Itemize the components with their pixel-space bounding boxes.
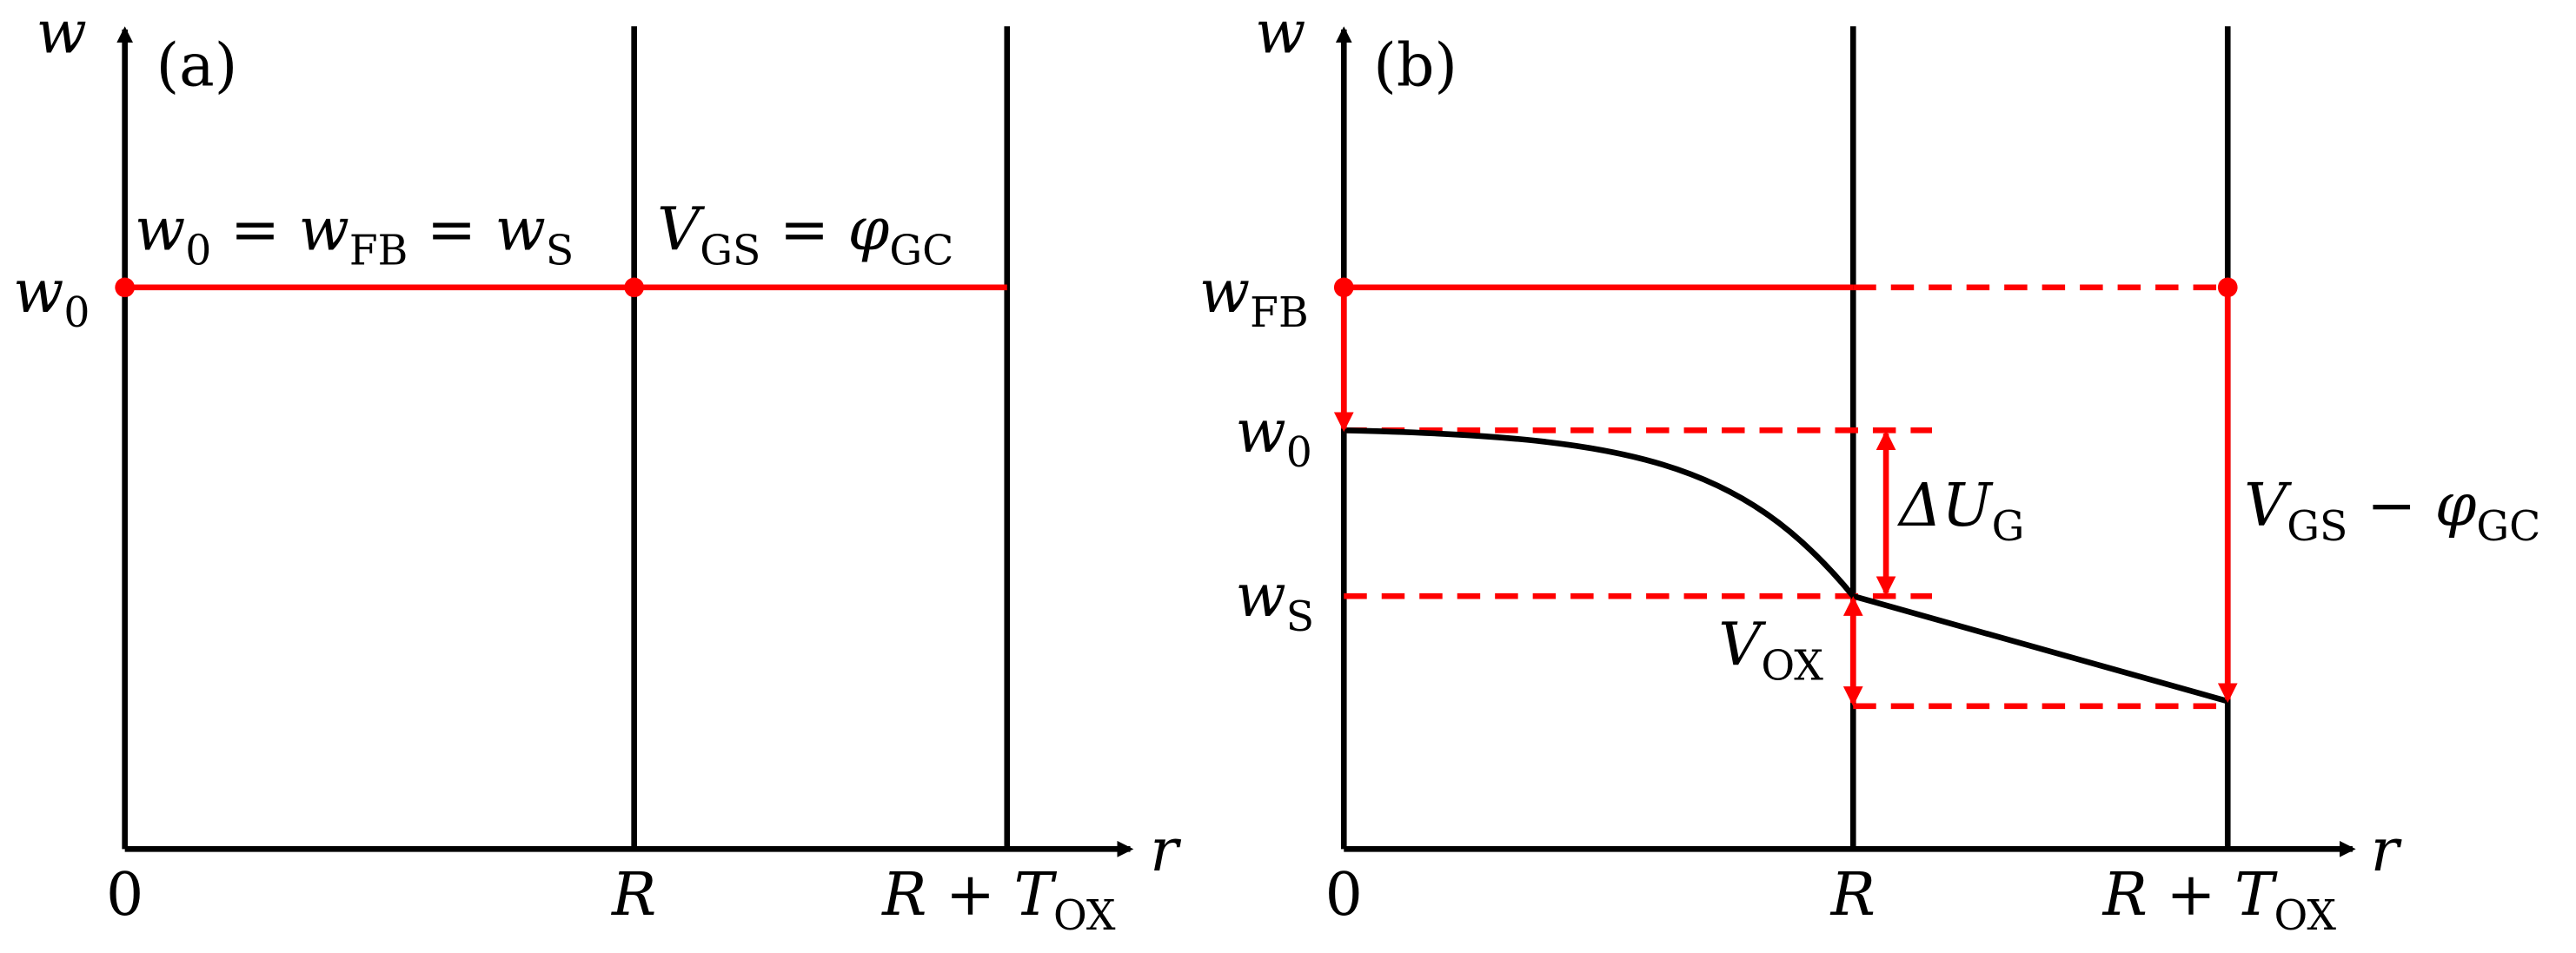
point xyxy=(624,277,644,298)
text: 0 xyxy=(1286,429,1312,477)
text: φ xyxy=(2435,472,2477,540)
level-label: wS xyxy=(1236,562,1315,641)
text: w xyxy=(495,195,546,264)
text: V xyxy=(1718,612,1766,680)
panel-b: w (b) r 0 R R + TOX wFB w0 wS ΔUG VOX VG… xyxy=(1199,0,2540,940)
level-label: wFB xyxy=(1199,258,1309,337)
text: G xyxy=(1992,503,2025,551)
text: φ xyxy=(848,195,890,264)
text: = xyxy=(211,195,298,264)
text: R xyxy=(880,861,926,930)
tick-label: 0 xyxy=(106,861,143,930)
x-axis-label: r xyxy=(1150,817,1181,885)
text: R xyxy=(2101,861,2148,930)
equation: w0 = wFB = wS xyxy=(135,195,574,275)
x-axis-label: r xyxy=(2371,817,2402,885)
text: + xyxy=(2148,861,2234,930)
text: FB xyxy=(349,227,408,275)
text: V xyxy=(657,195,705,264)
y-axis-label: w xyxy=(37,0,87,68)
panel-tag: (a) xyxy=(156,31,238,100)
level-label: w0 xyxy=(1236,398,1312,477)
text: OX xyxy=(2274,892,2337,940)
gate-label: VGS − φGC xyxy=(2244,472,2540,551)
text: = xyxy=(408,195,495,264)
text: − xyxy=(2347,472,2434,540)
y-axis-label: w xyxy=(1255,0,1305,68)
text: GS xyxy=(700,227,760,275)
tick-label: R xyxy=(1829,861,1876,930)
text: w xyxy=(13,258,63,327)
text: = xyxy=(760,195,847,264)
text: + xyxy=(926,861,1013,930)
text: OX xyxy=(1761,643,1823,691)
tick-label: R + TOX xyxy=(880,861,1116,940)
text: 0 xyxy=(63,289,90,337)
text: S xyxy=(546,227,574,275)
text: V xyxy=(2244,472,2292,540)
text: ΔU xyxy=(1896,472,1994,540)
level-label: w0 xyxy=(13,258,90,337)
text: GS xyxy=(2287,503,2347,551)
v-ox-label: VOX xyxy=(1718,612,1823,691)
text: w xyxy=(299,195,349,264)
panel-tag: (b) xyxy=(1373,31,1457,100)
text: FB xyxy=(1250,289,1309,337)
panel-a: w (a) r 0 R R + TOX w0 w0 = wFB = wS VGS… xyxy=(13,0,1181,940)
text: w xyxy=(1236,398,1286,467)
text: w xyxy=(1236,562,1286,631)
tick-label: R + TOX xyxy=(2101,861,2337,940)
text: S xyxy=(1286,593,1314,641)
delta-u-label: ΔUG xyxy=(1896,472,2024,551)
text: GC xyxy=(889,227,953,275)
text: OX xyxy=(1053,892,1116,940)
point xyxy=(2217,277,2238,298)
tick-label: R xyxy=(610,861,656,930)
text: w xyxy=(1199,258,1250,327)
point xyxy=(115,277,136,298)
text: T xyxy=(2234,861,2278,930)
tick-label: 0 xyxy=(1325,861,1363,930)
potential-curve xyxy=(1344,427,2229,705)
point xyxy=(1333,277,1354,298)
relation: VGS = φGC xyxy=(657,195,953,275)
text: T xyxy=(1014,861,1058,930)
text: 0 xyxy=(185,227,211,275)
text: GC xyxy=(2476,503,2540,551)
text: w xyxy=(135,195,185,264)
